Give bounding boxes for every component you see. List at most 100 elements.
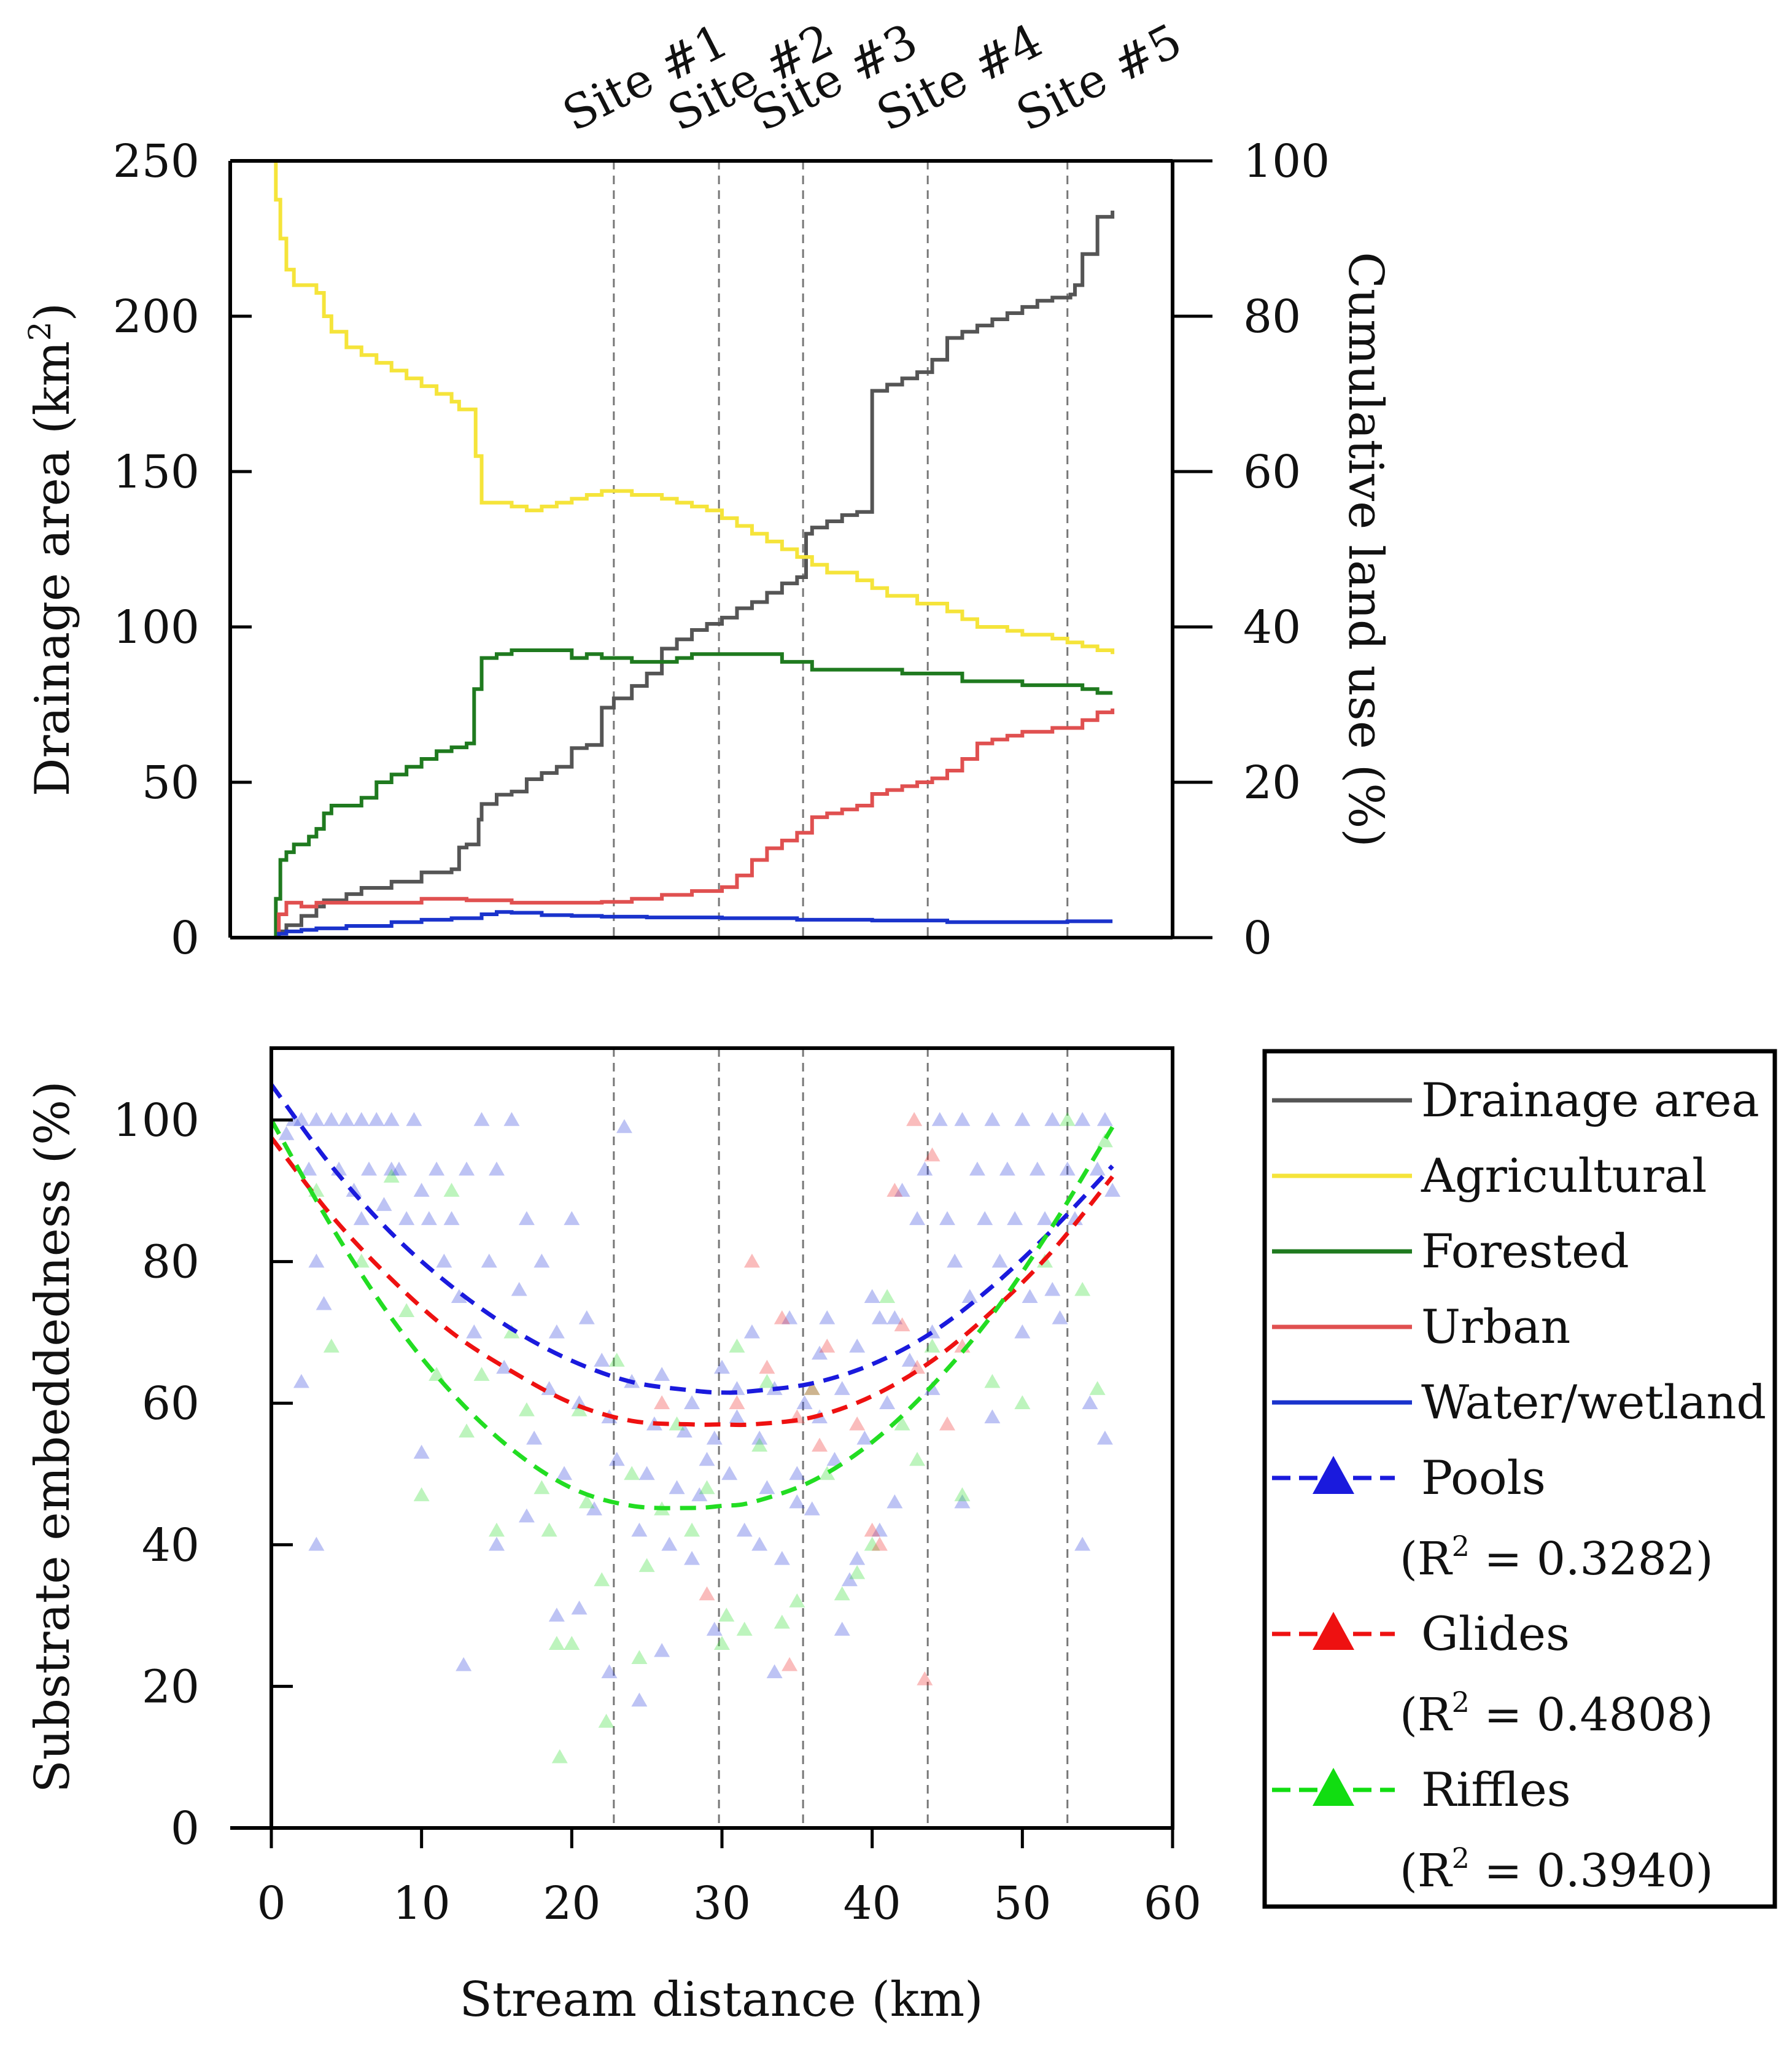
point-pools (1037, 1211, 1053, 1226)
point-pools (608, 1452, 625, 1466)
point-riffles (1059, 1112, 1076, 1126)
point-glides (871, 1536, 888, 1551)
point-pools (361, 1161, 378, 1176)
point-pools (819, 1310, 836, 1324)
point-pools (293, 1374, 309, 1388)
point-pools (841, 1572, 858, 1587)
point-pools (1096, 1430, 1113, 1445)
legend-r2-pools: (R2 = 0.3282) (1400, 1530, 1713, 1585)
point-pools (594, 1353, 610, 1367)
bottom-y-tick-label: 80 (142, 1236, 200, 1289)
point-riffles (669, 1416, 685, 1431)
point-riffles (383, 1168, 400, 1183)
point-pools (684, 1550, 700, 1565)
point-riffles (1096, 1133, 1113, 1148)
point-pools (323, 1112, 339, 1126)
point-riffles (1014, 1395, 1031, 1409)
bottom-x-ticks: 0 10 20 30 40 50 60 (257, 1828, 1201, 1930)
point-glides (924, 1147, 941, 1162)
top-left-tick-label: 200 (113, 290, 200, 343)
top-right-axis-title: Cumulative land use (%) (1338, 252, 1393, 847)
point-pools (714, 1359, 730, 1374)
point-pools (879, 1395, 896, 1409)
point-pools (413, 1183, 430, 1197)
point-glides (939, 1416, 955, 1431)
point-pools (638, 1466, 655, 1480)
point-riffles (751, 1437, 768, 1452)
bottom-x-tick-label: 0 (257, 1877, 285, 1930)
line-drainage-area (271, 210, 1115, 938)
point-pools (511, 1281, 527, 1296)
point-pools (338, 1112, 355, 1126)
point-pools (308, 1253, 325, 1268)
legend-label-glides: Glides (1421, 1606, 1570, 1661)
point-glides (894, 1317, 910, 1332)
point-pools (526, 1430, 543, 1445)
point-riffles (518, 1402, 535, 1417)
top-site-lines (613, 161, 1069, 938)
point-riffles (638, 1558, 655, 1573)
point-pools (353, 1211, 370, 1226)
bottom-points (278, 1112, 1121, 1763)
point-pools (834, 1622, 850, 1636)
point-pools (691, 1487, 708, 1501)
point-pools (991, 1253, 1008, 1268)
point-riffles (759, 1374, 775, 1388)
point-riffles (608, 1353, 625, 1367)
point-riffles (714, 1636, 730, 1650)
point-riffles (551, 1749, 568, 1763)
legend-label-water-wetland: Water/wetland (1421, 1375, 1766, 1429)
point-pools (961, 1289, 978, 1303)
point-riffles (624, 1466, 640, 1480)
point-pools (1014, 1112, 1031, 1126)
point-riffles (909, 1452, 926, 1466)
point-pools (293, 1112, 309, 1126)
point-pools (849, 1338, 866, 1353)
point-pools (308, 1536, 325, 1551)
point-pools (429, 1161, 445, 1176)
point-pools (518, 1508, 535, 1523)
top-panel: 0 50 100 150 200 250 0 20 40 60 80 100 Site #1Site… (22, 13, 1393, 965)
point-pools (999, 1161, 1015, 1176)
bottom-y-tick-label: 60 (142, 1377, 200, 1430)
point-pools (864, 1289, 880, 1303)
legend-label-riffles: Riffles (1421, 1762, 1571, 1817)
point-riffles (834, 1586, 850, 1601)
point-glides (743, 1253, 760, 1268)
point-riffles (459, 1423, 475, 1438)
point-pools (1096, 1112, 1113, 1126)
point-pools (954, 1112, 971, 1126)
legend-marker-glides (1313, 1612, 1354, 1650)
point-pools (1089, 1161, 1106, 1176)
top-left-tick-label: 250 (113, 135, 200, 188)
bottom-x-tick-label: 60 (1144, 1877, 1201, 1930)
point-pools (459, 1161, 475, 1176)
point-riffles (736, 1622, 753, 1636)
point-riffles (503, 1324, 520, 1339)
point-glides (759, 1359, 775, 1374)
point-pools (804, 1501, 820, 1515)
top-series (271, 161, 1115, 938)
top-right-tick-label: 100 (1243, 135, 1330, 188)
legend-label-pools: Pools (1421, 1450, 1546, 1505)
point-riffles (729, 1338, 745, 1353)
bottom-panel: 0 20 40 60 80 100 0 10 20 30 40 50 60 Substrate emb… (25, 1046, 1201, 2028)
point-riffles (894, 1416, 910, 1431)
point-pools (1104, 1183, 1121, 1197)
point-pools (413, 1444, 430, 1459)
point-riffles (413, 1487, 430, 1501)
point-pools (789, 1494, 805, 1509)
point-riffles (718, 1608, 735, 1622)
point-glides (849, 1416, 866, 1431)
top-left-tick-label: 0 (171, 912, 200, 965)
line-forested (271, 648, 1113, 938)
point-pools (684, 1395, 700, 1409)
point-pools (278, 1126, 295, 1140)
point-glides (782, 1657, 798, 1671)
point-pools (631, 1692, 648, 1707)
point-pools (1044, 1281, 1061, 1296)
top-left-tick-label: 100 (113, 601, 200, 654)
point-pools (1052, 1310, 1068, 1324)
point-pools (353, 1112, 370, 1126)
